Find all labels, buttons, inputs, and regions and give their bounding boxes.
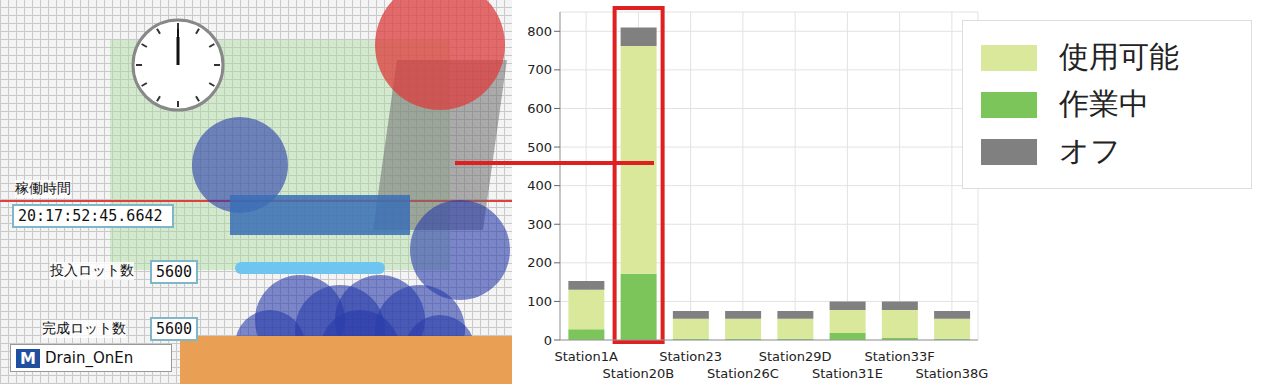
html-text:20:17:52:45.6642: 20:17:52:45.6642 xyxy=(18,207,163,225)
svg-text:200: 200 xyxy=(527,255,552,270)
html-text:オフ: オフ xyxy=(1059,133,1121,168)
html-text:5600: 5600 xyxy=(156,263,193,281)
svg-text:Station33F: Station33F xyxy=(865,349,935,364)
html-text:Drain_OnEn: Drain_OnEn xyxy=(44,349,134,367)
svg-text:0: 0 xyxy=(544,333,552,348)
html-text:完成ロット数: 完成ロット数 xyxy=(42,320,126,336)
svg-text:500: 500 xyxy=(527,140,552,155)
svg-text:400: 400 xyxy=(527,178,552,193)
html-text:稼働時間: 稼働時間 xyxy=(15,180,71,196)
html-text:M: M xyxy=(20,348,36,368)
svg-text:600: 600 xyxy=(527,101,552,116)
html-text:5600: 5600 xyxy=(156,320,193,338)
svg-text:Station38G: Station38G xyxy=(915,366,988,381)
svg-text:100: 100 xyxy=(527,294,552,309)
svg-text:Station20B: Station20B xyxy=(603,366,675,381)
svg-text:Station26C: Station26C xyxy=(707,366,779,381)
svg-text:300: 300 xyxy=(527,217,552,232)
svg-text:700: 700 xyxy=(527,62,552,77)
html-text:作業中: 作業中 xyxy=(1059,86,1149,121)
svg-text:Station1A: Station1A xyxy=(554,349,617,364)
svg-text:Station23: Station23 xyxy=(659,349,722,364)
svg-text:800: 800 xyxy=(527,24,552,39)
html-text:使用可能: 使用可能 xyxy=(1059,39,1179,74)
svg-text:Station29D: Station29D xyxy=(759,349,832,364)
html-text:投入ロット数: 投入ロット数 xyxy=(50,262,134,278)
svg-text:Station31E: Station31E xyxy=(812,366,883,381)
